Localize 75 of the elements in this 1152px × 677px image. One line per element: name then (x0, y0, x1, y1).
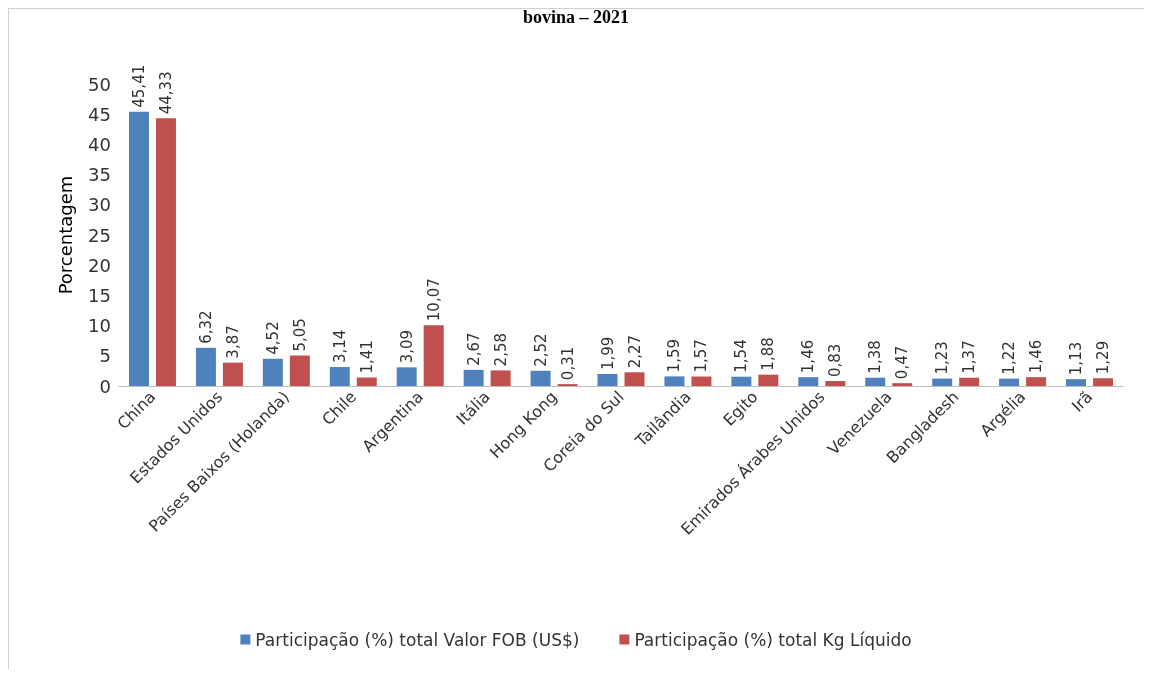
y-tick-label: 5 (99, 345, 111, 367)
bar (329, 367, 350, 386)
y-tick-label: 25 (88, 224, 111, 246)
bar (959, 377, 980, 386)
data-label: 3,14 (330, 329, 349, 364)
bar (731, 376, 752, 386)
data-label: 1,59 (665, 338, 684, 373)
data-label: 1,46 (799, 339, 818, 374)
legend-label: Participação (%) total Kg Líquido (634, 629, 912, 650)
data-label: 10,07 (424, 278, 443, 322)
bar (423, 325, 444, 386)
data-label: 0,31 (558, 346, 577, 381)
data-label: 0,83 (826, 343, 845, 377)
bar (155, 118, 176, 386)
bar (597, 373, 618, 386)
data-label: 0,47 (893, 345, 912, 380)
bar (289, 355, 310, 386)
legend-label: Participação (%) total Valor FOB (US$) (255, 629, 580, 650)
data-label: 3,09 (397, 329, 416, 364)
bar (758, 374, 779, 386)
bar (530, 370, 551, 386)
bar (932, 378, 953, 386)
y-axis-title: Porcentagem (54, 175, 76, 295)
data-label: 2,67 (464, 332, 483, 366)
data-label: 1,22 (1000, 341, 1019, 375)
y-tick-label: 40 (88, 133, 111, 155)
data-label: 45,41 (129, 64, 148, 108)
y-tick-label: 15 (88, 284, 111, 306)
data-label: 4,52 (263, 321, 282, 355)
data-label: 1,57 (692, 339, 711, 373)
y-tick-label: 0 (99, 375, 111, 397)
y-tick-label: 20 (88, 254, 111, 276)
bar (1026, 377, 1047, 386)
bar (1066, 379, 1087, 386)
data-label: 2,27 (625, 334, 644, 369)
data-label: 1,13 (1067, 341, 1086, 376)
data-label: 5,05 (290, 318, 309, 352)
data-label: 1,46 (1027, 339, 1046, 374)
data-label: 1,29 (1094, 340, 1113, 375)
bar (463, 369, 484, 386)
bar (262, 358, 283, 386)
y-tick-label: 30 (88, 194, 111, 216)
bar (691, 376, 712, 386)
x-tick-label: Irã (1067, 387, 1097, 416)
data-label: 1,54 (732, 339, 751, 373)
bar (195, 347, 216, 386)
bar (825, 380, 846, 386)
bar (999, 378, 1020, 386)
data-label: 1,23 (933, 341, 952, 375)
data-label: 1,41 (357, 340, 376, 374)
bar (892, 383, 913, 386)
chart-title: bovina – 2021 (522, 7, 630, 27)
data-label: 1,37 (960, 340, 979, 374)
y-tick-label: 45 (88, 103, 111, 125)
data-label: 6,32 (196, 310, 215, 344)
bar (798, 377, 819, 386)
y-tick-label: 35 (88, 164, 111, 186)
data-label: 3,87 (223, 325, 242, 359)
data-label: 2,58 (491, 333, 510, 367)
data-label: 2,52 (531, 333, 550, 367)
data-label: 1,99 (598, 336, 617, 370)
data-label: 1,38 (866, 340, 885, 374)
bar (664, 376, 685, 386)
bar (396, 367, 417, 386)
bar (490, 370, 511, 386)
bar (624, 372, 645, 386)
bar (1093, 378, 1114, 386)
bar (865, 377, 886, 386)
bar (222, 362, 243, 386)
data-label: 44,33 (156, 71, 175, 115)
bar (128, 111, 149, 386)
y-tick-label: 50 (88, 73, 111, 95)
y-tick-label: 10 (88, 315, 111, 337)
bar (356, 377, 377, 386)
data-label: 1,88 (759, 337, 778, 371)
